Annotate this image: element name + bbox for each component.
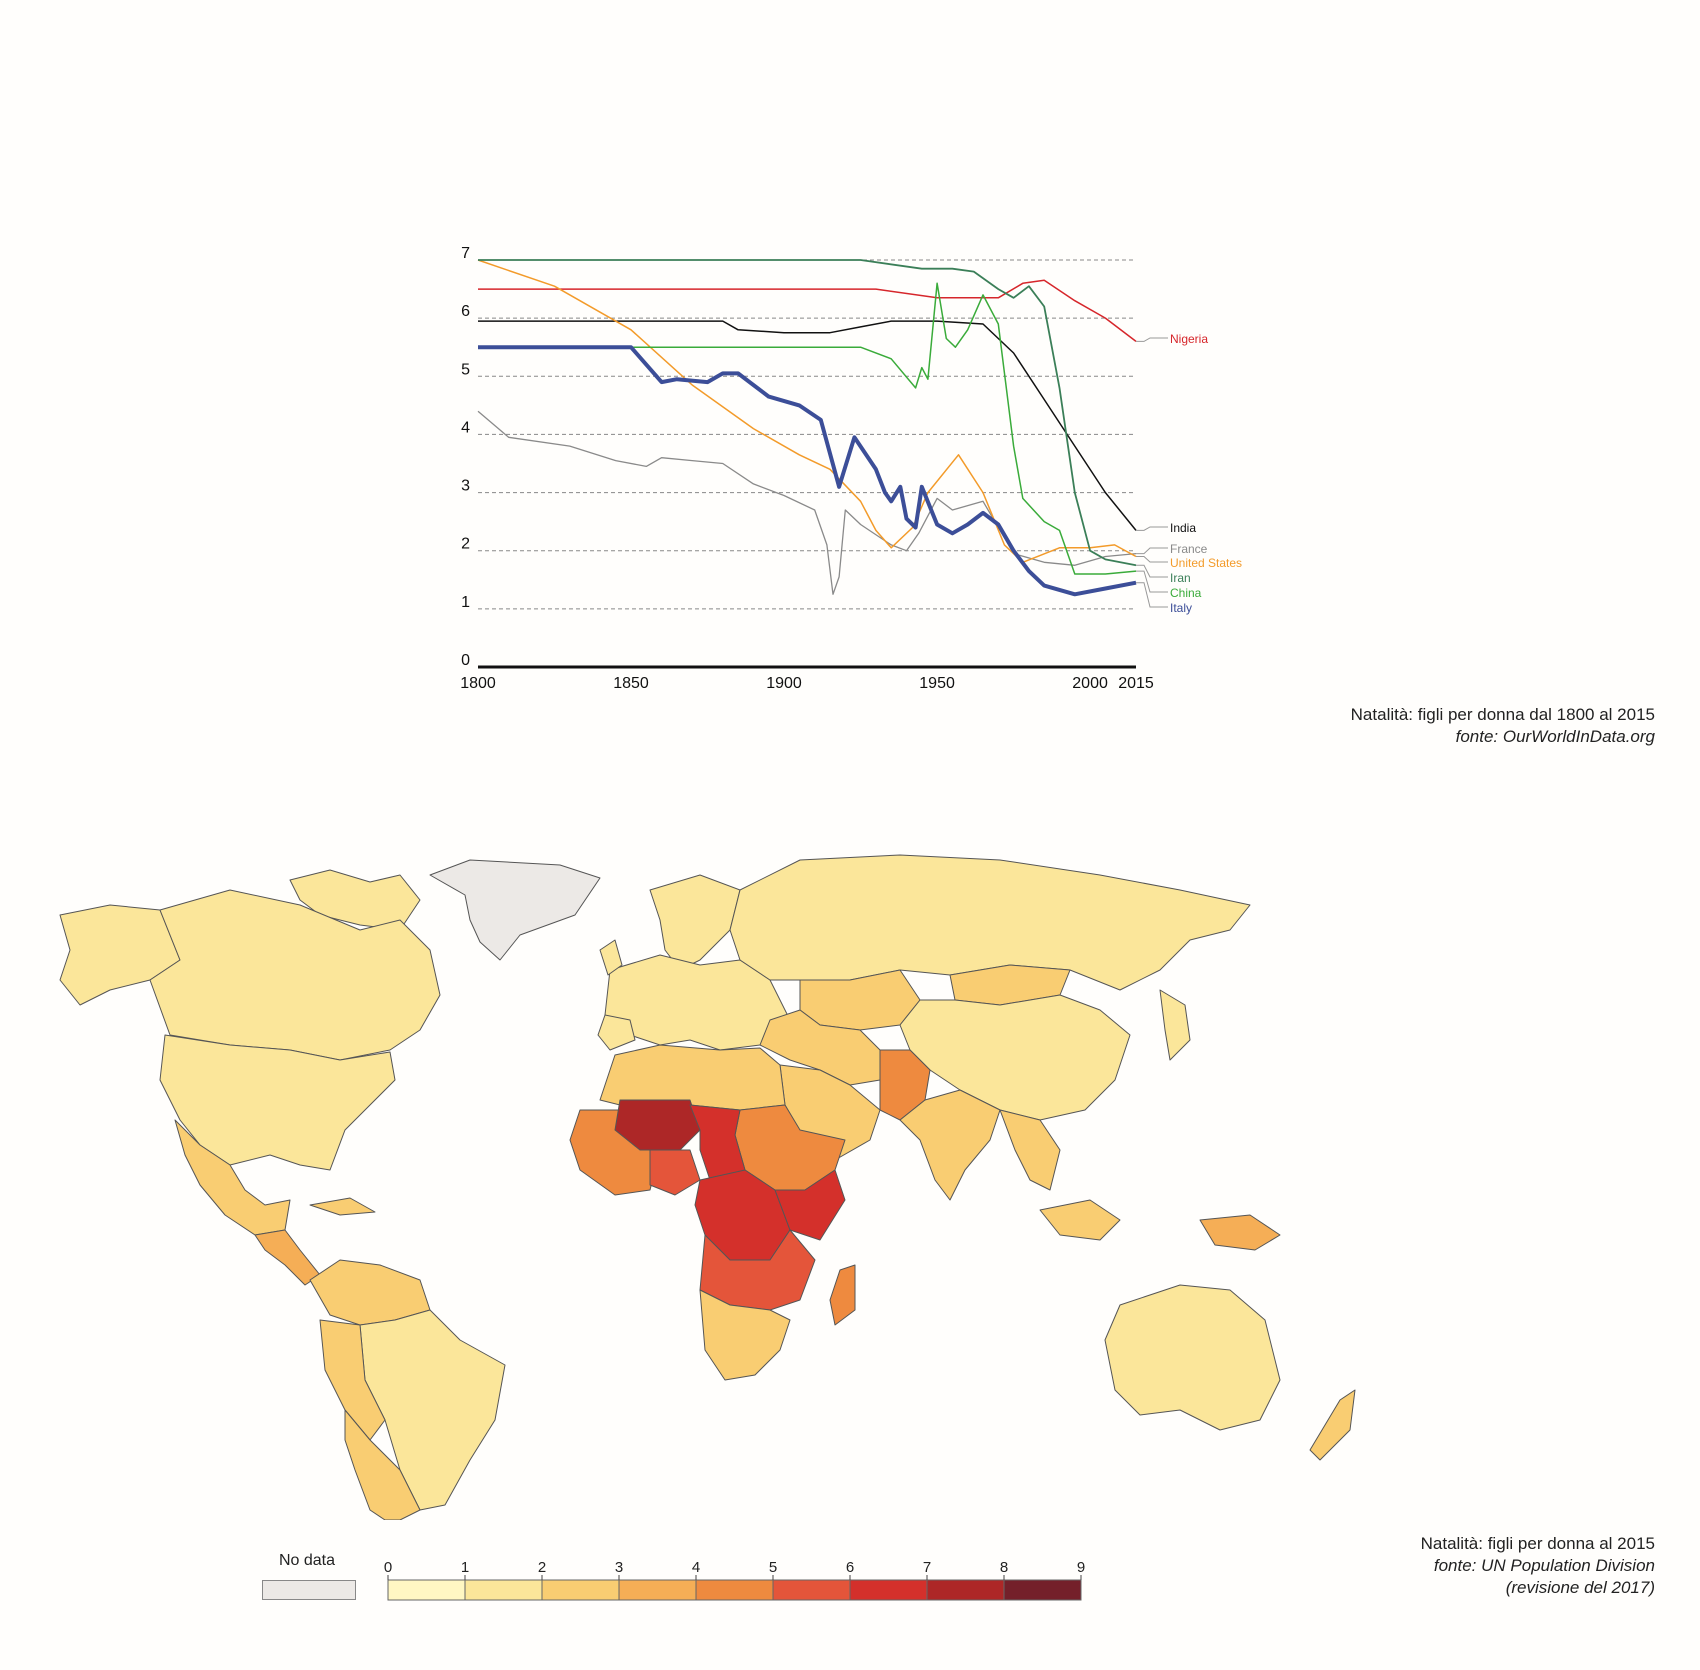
chart-caption-source: fonte: OurWorldInData.org <box>1455 727 1655 746</box>
scale-label: 1 <box>461 1559 469 1576</box>
series-leader-line <box>1136 337 1168 342</box>
y-tick-label: 4 <box>461 419 470 436</box>
series-line-italy <box>478 345 1137 597</box>
scale-swatch <box>618 1579 697 1601</box>
x-tick-label: 2015 <box>1118 675 1154 692</box>
map-region-usa <box>159 1034 396 1171</box>
map-region-caribbean <box>309 1197 376 1216</box>
map-region-scandinavia <box>649 874 741 971</box>
series-label-iran: Iran <box>1170 571 1191 585</box>
map-region-argentina-chile <box>344 1409 421 1520</box>
series-line-china <box>478 282 1137 575</box>
series-leader-line <box>1136 570 1168 593</box>
scale-swatch <box>1003 1579 1082 1601</box>
scale-swatch <box>387 1579 466 1601</box>
map-region-peru-bolivia <box>319 1319 386 1441</box>
chart-caption-title: Natalità: figli per donna dal 1800 al 20… <box>1350 705 1655 724</box>
x-tick-label: 1800 <box>460 675 496 692</box>
series-line-iran <box>478 259 1137 567</box>
y-tick-label: 5 <box>461 361 470 378</box>
series-leader-line <box>1136 526 1168 531</box>
scale-label: 2 <box>538 1559 546 1576</box>
map-region-papua <box>1199 1214 1281 1251</box>
scale-label: 4 <box>692 1559 700 1576</box>
world-fertility-map <box>59 854 1356 1520</box>
scale-swatch <box>541 1579 620 1601</box>
y-tick-label: 2 <box>461 536 470 553</box>
scale-label: 6 <box>846 1559 854 1576</box>
y-tick-label: 3 <box>461 478 470 495</box>
scale-swatch <box>772 1579 851 1601</box>
map-region-southeast-asia <box>999 1109 1061 1191</box>
map-region-japan <box>1159 989 1191 1061</box>
series-label-italy: Italy <box>1170 601 1192 615</box>
x-tick-label: 1900 <box>766 675 802 692</box>
scale-label: 3 <box>615 1559 623 1576</box>
scale-label: 5 <box>769 1559 777 1576</box>
chart-caption: Natalità: figli per donna dal 1800 al 20… <box>1351 704 1655 748</box>
scale-swatch <box>695 1579 774 1601</box>
series-leader-line <box>1136 556 1168 563</box>
series-line-france <box>477 410 1137 595</box>
y-tick-label: 0 <box>461 652 470 669</box>
x-tick-label: 1950 <box>919 675 955 692</box>
no-data-label: No data <box>278 1552 336 1569</box>
series-leader-line <box>1136 582 1168 608</box>
x-tick-label: 2000 <box>1072 675 1108 692</box>
map-region-nigeria <box>649 1149 701 1196</box>
series-label-france: France <box>1170 542 1208 556</box>
y-tick-label: 1 <box>461 594 470 611</box>
map-region-indonesia <box>1039 1199 1121 1241</box>
series-line-nigeria <box>478 279 1137 342</box>
series-label-china: China <box>1170 586 1202 600</box>
scale-label: 0 <box>384 1559 392 1576</box>
map-region-australia <box>1104 1284 1281 1431</box>
map-region-russia <box>729 854 1251 991</box>
map-region-canada <box>149 889 441 1061</box>
scale-swatch <box>926 1579 1005 1601</box>
map-region-india <box>899 1089 1001 1201</box>
map-region-central-america <box>254 1229 321 1286</box>
scale-label: 8 <box>1000 1559 1008 1576</box>
color-scale: 0 1 2 3 4 5 6 7 8 9 <box>384 1559 1085 1601</box>
map-caption: Natalità: figli per donna al 2015 fonte:… <box>1421 1533 1655 1599</box>
y-tick-label: 6 <box>461 303 470 320</box>
map-region-greenland <box>429 859 601 961</box>
fertility-line-chart: 0 1 2 3 4 5 6 7 1800 1850 1900 1950 2000 2015 Nigeria… <box>460 245 1242 692</box>
map-region-iberia <box>597 1014 636 1051</box>
x-tick-label: 1850 <box>613 675 649 692</box>
series-label-united-states: United States <box>1170 556 1242 570</box>
map-caption-revision: (revisione del 2017) <box>1505 1578 1655 1597</box>
series-leader-line <box>1136 564 1168 578</box>
y-tick-label: 7 <box>461 245 470 262</box>
map-region-new-zealand <box>1309 1389 1356 1461</box>
map-region-uk <box>599 939 623 976</box>
scale-label: 9 <box>1077 1559 1085 1576</box>
map-region-southern-africa <box>699 1289 791 1381</box>
scale-label: 7 <box>923 1559 931 1576</box>
series-label-nigeria: Nigeria <box>1170 332 1208 346</box>
series-line-india <box>478 320 1137 531</box>
no-data-swatch <box>262 1580 356 1600</box>
scale-swatch <box>849 1579 928 1601</box>
map-caption-title: Natalità: figli per donna al 2015 <box>1420 1534 1655 1553</box>
series-label-india: India <box>1170 521 1196 535</box>
chart-axis: 0 1 2 3 4 5 6 7 1800 1850 1900 1950 2000 2015 <box>460 245 1154 692</box>
map-caption-source: fonte: UN Population Division <box>1433 1556 1655 1575</box>
chart-series <box>477 259 1137 597</box>
map-region-mexico <box>174 1119 291 1236</box>
map-region-chad-niger <box>689 1104 746 1181</box>
scale-swatch <box>464 1579 543 1601</box>
series-line-united-states <box>477 259 1137 564</box>
series-leader-line <box>1136 547 1168 555</box>
map-region-madagascar <box>829 1264 856 1326</box>
